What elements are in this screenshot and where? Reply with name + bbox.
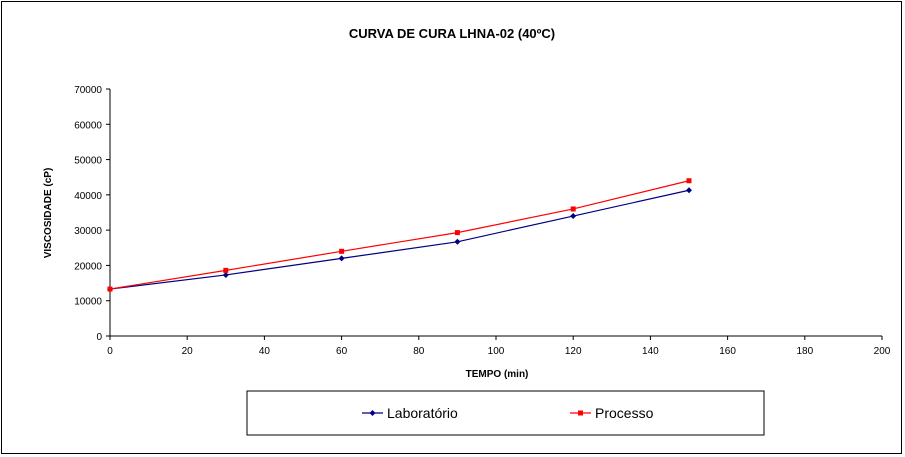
x-tick-label: 100: [488, 346, 505, 357]
data-point-processo: [570, 206, 576, 212]
y-tick-label: 0: [96, 332, 102, 343]
y-axis-label: VISCOSIDADE (cP): [43, 168, 54, 259]
x-tick-label: 140: [642, 346, 659, 357]
x-tick-label: 120: [565, 346, 582, 357]
y-tick-label: 50000: [74, 156, 102, 167]
series-line-laboratorio: [109, 189, 690, 290]
x-tick-label: 20: [182, 346, 194, 357]
legend-box: [246, 390, 765, 436]
x-axis-label: TEMPO (min): [466, 369, 529, 380]
data-point-laboratorio: [338, 255, 345, 262]
legend-item-processo: Processo: [570, 405, 654, 421]
legend-label: Processo: [595, 405, 654, 421]
data-point-laboratorio: [570, 213, 577, 220]
data-point-laboratorio: [454, 238, 461, 245]
data-point-processo: [339, 248, 345, 254]
legend-label: Laboratório: [387, 405, 458, 421]
data-point-processo: [107, 286, 113, 292]
data-point-laboratorio: [222, 271, 229, 278]
legend-marker: [578, 410, 583, 416]
data-point-processo: [223, 267, 229, 273]
series-laboratorio: [107, 187, 692, 293]
x-tick-label: 180: [796, 346, 813, 357]
x-tick-label: 200: [874, 346, 891, 357]
series-layer: [107, 178, 692, 293]
data-point-processo: [454, 230, 460, 236]
legend-marker: [369, 410, 376, 416]
series-line-processo: [109, 180, 690, 290]
y-tick-label: 10000: [74, 297, 102, 308]
y-tick-label: 20000: [74, 261, 102, 272]
data-point-processo: [686, 178, 692, 184]
x-tick-label: 40: [259, 346, 271, 357]
y-tick-label: 60000: [74, 120, 102, 131]
legend: Laboratório Processo: [362, 405, 654, 421]
x-tick-label: 60: [336, 346, 348, 357]
y-tick-label: 70000: [74, 85, 102, 96]
x-tick-label: 160: [719, 346, 736, 357]
data-point-laboratorio: [686, 187, 692, 194]
y-tick-label: 40000: [74, 191, 102, 202]
chart-title: CURVA DE CURA LHNA-02 (40ºC): [349, 26, 555, 41]
y-tick-label: 30000: [74, 226, 102, 237]
legend-item-laboratorio: Laboratório: [362, 405, 458, 421]
x-tick-label: 80: [413, 346, 425, 357]
series-processo: [107, 178, 692, 292]
axis-ticks: 0 10000 20000 30000 40000 50000 60000 70000 0 20 4…: [74, 85, 891, 357]
x-tick-label: 0: [107, 346, 113, 357]
